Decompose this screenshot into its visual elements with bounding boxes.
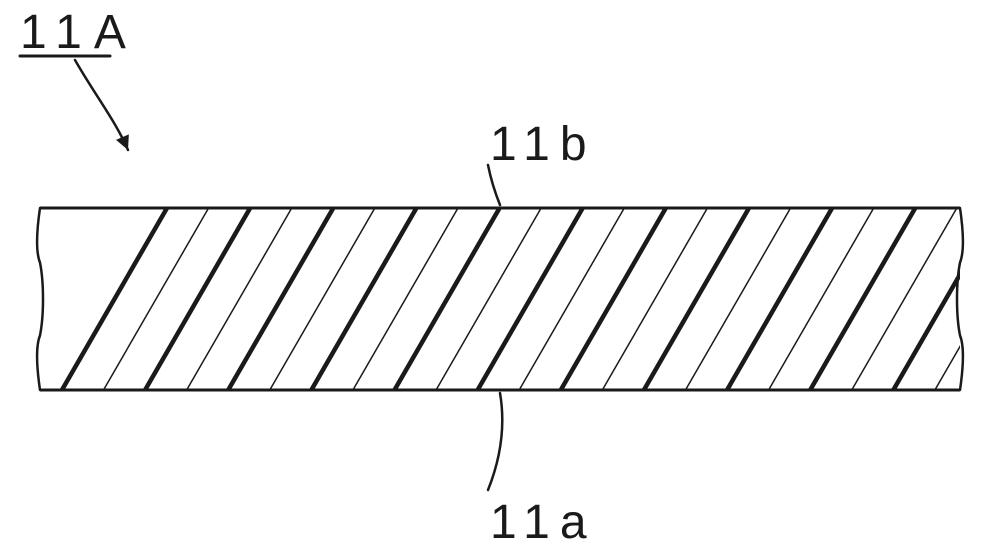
figure-root: 11A 11b 11a [0, 0, 1000, 560]
diagram-svg [0, 0, 1000, 560]
